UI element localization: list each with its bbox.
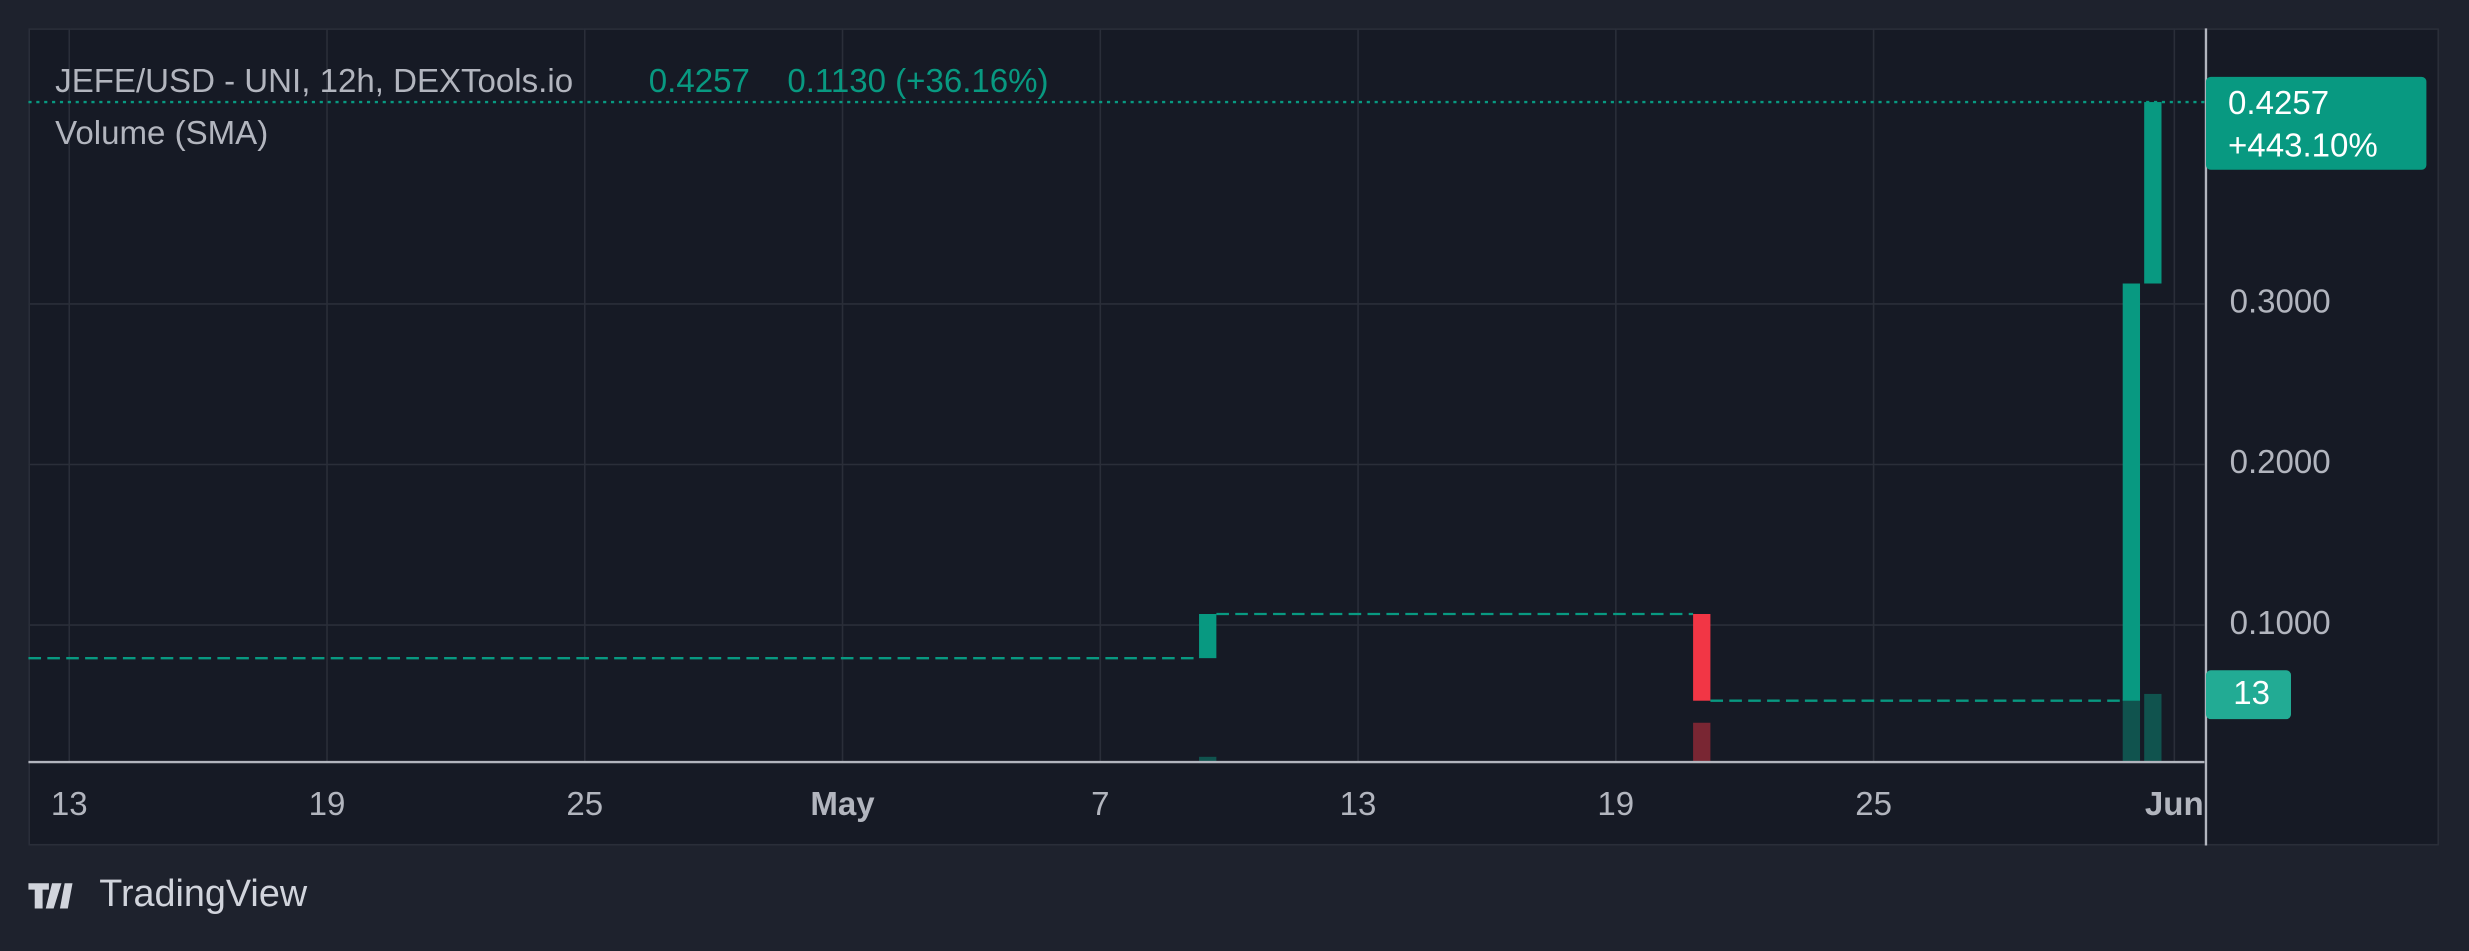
candle-body (2144, 102, 2162, 284)
x-tick-label: 19 (309, 786, 346, 823)
x-tick-label: 25 (566, 786, 603, 823)
candle-body (1693, 613, 1711, 701)
x-tick-label: Jun (2145, 786, 2204, 823)
chart-title: JEFE/USD - UNI, 12h, DEXTools.io (55, 63, 573, 100)
header-price: 0.4257 (649, 63, 750, 100)
x-tick-label: 7 (1091, 786, 1109, 823)
x-tick-label: 25 (1855, 786, 1892, 823)
x-tick-label: 13 (51, 786, 88, 823)
volume-bar (1199, 756, 1217, 763)
volume-title: Volume (SMA) (55, 115, 268, 152)
volume-bar (1693, 722, 1711, 763)
last-price-label: 0.4257 (2228, 85, 2329, 122)
grid (28, 28, 2205, 763)
header-change: 0.1130 (+36.16%) (787, 63, 1048, 100)
y-tick-label: 0.2000 (2230, 444, 2331, 481)
candle-body (1199, 613, 1217, 659)
x-tick-label: 13 (1340, 786, 1377, 823)
x-tick-label: May (810, 786, 875, 823)
brand: TradingView (99, 873, 308, 915)
y-tick-label: 0.3000 (2230, 284, 2331, 321)
marks (28, 100, 2205, 763)
last-price-box (2205, 76, 2427, 170)
brand-logo (28, 883, 73, 909)
volume-bar (2144, 693, 2162, 763)
candle-body (2122, 283, 2141, 701)
volume-sma-box (2205, 670, 2291, 720)
volume-bar (2122, 699, 2141, 763)
y-tick-label: 0.1000 (2230, 605, 2331, 642)
x-tick-label: 19 (1597, 786, 1634, 823)
chart-pane (28, 28, 2439, 846)
volume-sma-label: 13 (2233, 675, 2270, 712)
labels: 13 19 25 May 7 13 19 25 Jun 0.1000 0.2000 0.3000 0.4… (51, 76, 2427, 823)
last-change-label: +443.10% (2228, 127, 2378, 164)
